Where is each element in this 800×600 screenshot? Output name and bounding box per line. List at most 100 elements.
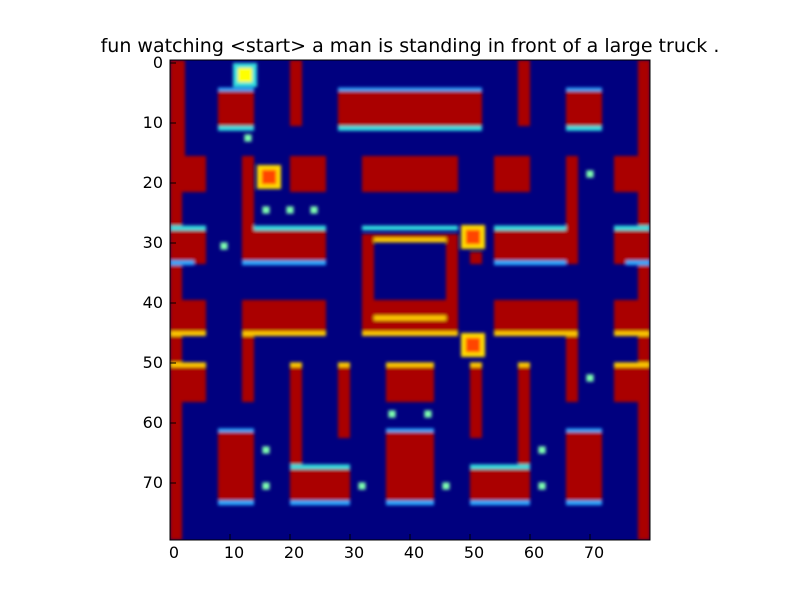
- maze-wall: [494, 228, 566, 264]
- maze-wall: [494, 300, 578, 336]
- maze-wall: [386, 432, 434, 504]
- x-tick-label: 70: [584, 543, 604, 562]
- maze-wall: [470, 252, 482, 264]
- maze-wall: [254, 228, 326, 264]
- maze-wall: [494, 156, 530, 192]
- x-tick-label: 10: [224, 543, 244, 562]
- maze-wall: [518, 366, 530, 474]
- maze-wall: [566, 432, 602, 504]
- maze-wall-edge: [290, 500, 350, 505]
- maze-wall: [614, 156, 638, 192]
- maze-wall: [470, 468, 530, 504]
- pellet: [538, 482, 545, 489]
- maze-wall-edge: [518, 362, 530, 367]
- maze-wall-edge: [290, 464, 350, 469]
- pellet: [220, 242, 227, 249]
- maze-wall: [614, 300, 638, 336]
- maze-wall-edge: [386, 500, 434, 505]
- maze-wall-edge: [218, 88, 254, 92]
- maze-wall-edge: [362, 226, 458, 231]
- x-tick-label: 30: [344, 543, 364, 562]
- maze-wall-edge: [566, 428, 602, 432]
- maze-wall-edge: [494, 331, 578, 336]
- maze-wall-edge: [242, 331, 326, 336]
- y-tick-label: 30: [143, 233, 163, 252]
- y-tick-label: 50: [143, 353, 163, 372]
- maze-wall: [182, 156, 206, 192]
- maze-wall: [290, 60, 302, 126]
- maze-wall: [290, 366, 302, 474]
- pellet: [538, 446, 545, 453]
- maze-wall-edge: [254, 226, 326, 231]
- maze-wall: [290, 468, 350, 504]
- maze-wall-edge: [470, 500, 530, 505]
- maze-wall-edge: [614, 226, 650, 231]
- maze-wall-edge: [566, 500, 602, 505]
- y-tick-label: 0: [153, 53, 163, 72]
- maze-wall-edge: [170, 226, 206, 231]
- maze-wall-edge: [290, 362, 302, 367]
- maze-wall: [518, 60, 530, 126]
- maze-wall-edge: [614, 331, 650, 336]
- pellet: [586, 170, 593, 177]
- maze-wall: [242, 336, 254, 402]
- pellet: [358, 482, 365, 489]
- pellet: [388, 410, 395, 417]
- maze-wall-edge: [374, 316, 446, 321]
- ghost-1-sprite-core: [262, 170, 276, 184]
- maze-wall-edge: [494, 226, 566, 231]
- maze-wall: [614, 366, 638, 402]
- pellet: [310, 206, 317, 213]
- x-tick-label: 20: [284, 543, 304, 562]
- game-frame: [170, 60, 650, 540]
- maze-wall-edge: [566, 126, 602, 131]
- y-tick-label: 10: [143, 113, 163, 132]
- pellet: [262, 482, 269, 489]
- pellet: [424, 410, 431, 417]
- player-sprite-core: [238, 68, 252, 82]
- maze-wall-edge: [626, 260, 650, 265]
- maze-wall: [566, 336, 578, 402]
- maze-wall-edge: [470, 464, 530, 469]
- maze-wall: [242, 300, 326, 336]
- maze-wall: [170, 300, 206, 336]
- maze-wall-edge: [242, 260, 326, 265]
- maze-wall-edge: [338, 88, 482, 92]
- maze-wall: [338, 90, 482, 126]
- maze-wall-edge: [614, 362, 650, 367]
- x-tick-label: 0: [169, 543, 179, 562]
- ghost-2-sprite-core: [466, 230, 480, 244]
- maze-wall: [170, 228, 206, 264]
- maze-wall: [218, 432, 254, 504]
- maze-wall: [242, 156, 254, 264]
- pellet: [286, 206, 293, 213]
- maze-wall: [566, 156, 578, 264]
- maze-wall-edge: [218, 126, 254, 131]
- maze-wall-edge: [386, 362, 434, 367]
- maze-wall-edge: [374, 238, 446, 243]
- maze-wall: [614, 228, 638, 264]
- pellet: [586, 374, 593, 381]
- maze-wall: [638, 60, 650, 540]
- maze-wall-edge: [218, 500, 254, 505]
- maze-wall-edge: [170, 331, 206, 336]
- pellet: [442, 482, 449, 489]
- chart-title: fun watching <start> a man is standing i…: [101, 35, 720, 57]
- pellet: [244, 134, 251, 141]
- maze-wall: [182, 60, 185, 162]
- maze-wall: [386, 366, 434, 402]
- maze-wall: [338, 366, 350, 438]
- maze-wall-edge: [218, 428, 254, 432]
- maze-wall: [290, 156, 326, 192]
- y-tick-label: 60: [143, 413, 163, 432]
- maze-wall: [362, 156, 458, 192]
- maze-wall: [182, 366, 206, 402]
- maze-wall: [218, 90, 254, 126]
- maze-wall: [566, 90, 602, 126]
- pellet: [262, 206, 269, 213]
- y-tick-label: 70: [143, 473, 163, 492]
- x-tick-label: 50: [464, 543, 484, 562]
- maze-wall-edge: [362, 331, 458, 336]
- y-tick-label: 40: [143, 293, 163, 312]
- maze-wall-edge: [470, 362, 482, 367]
